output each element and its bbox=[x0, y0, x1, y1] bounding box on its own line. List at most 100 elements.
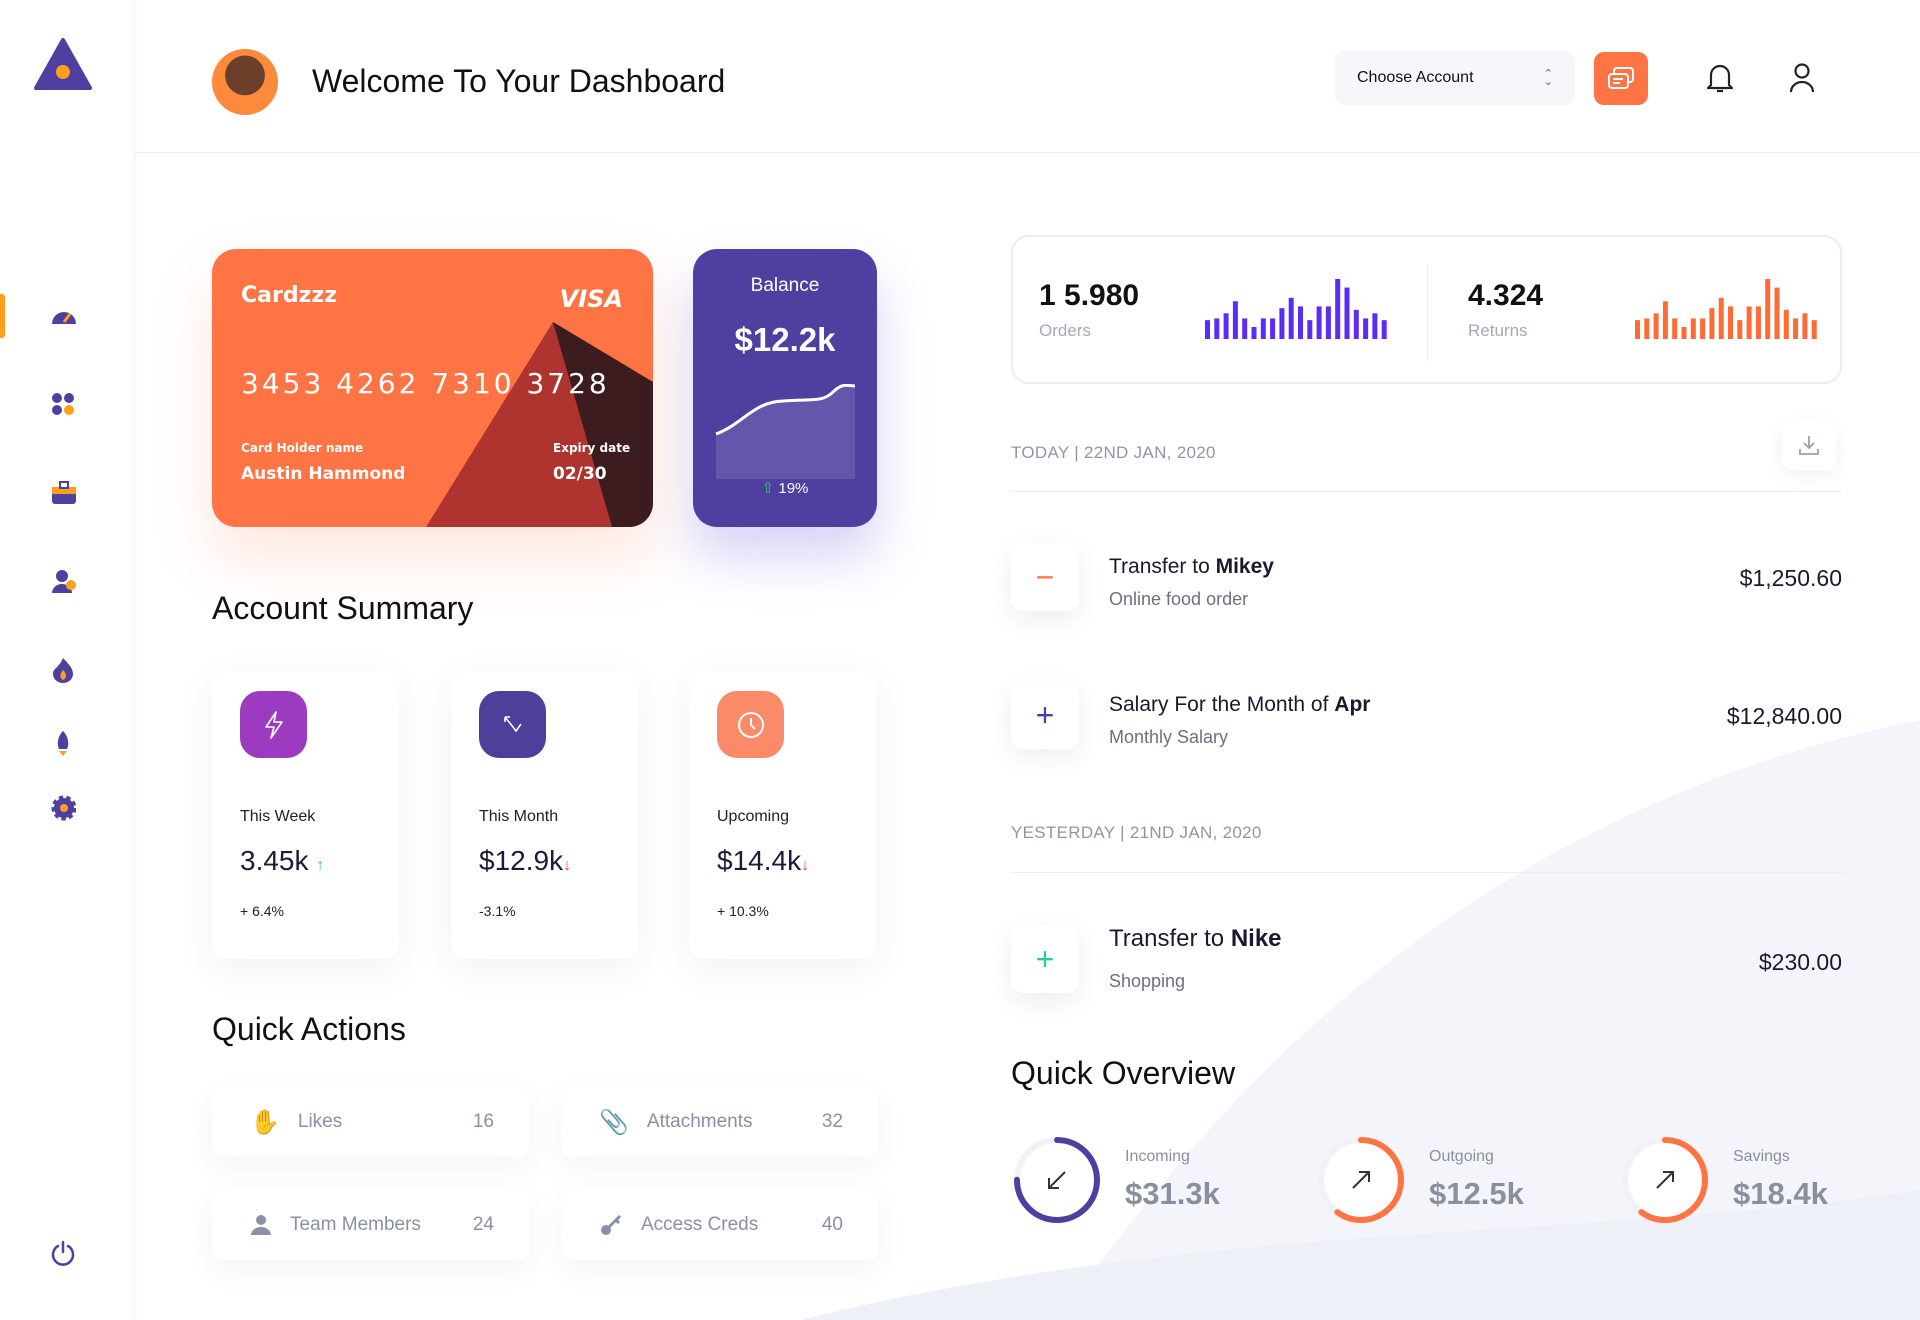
bar bbox=[1363, 318, 1369, 339]
quick-action-likes[interactable]: ✋ Likes 16 bbox=[212, 1087, 529, 1157]
summary-label: Upcoming bbox=[717, 808, 790, 825]
orders-label: Orders bbox=[1039, 321, 1091, 340]
trend-down-icon: ↓ bbox=[801, 857, 810, 874]
transaction-subtitle: Online food order bbox=[1109, 589, 1249, 609]
transaction-title: Transfer to Nike bbox=[1109, 925, 1282, 953]
avatar[interactable] bbox=[212, 49, 278, 115]
overview-label: Incoming bbox=[1125, 1148, 1190, 1165]
bar bbox=[1690, 318, 1696, 339]
bar bbox=[1335, 279, 1341, 339]
arrow-up-left-icon bbox=[479, 691, 546, 758]
balance-value: $12.2k bbox=[734, 321, 836, 358]
bar bbox=[1298, 306, 1303, 339]
summary-value-text: $12.9k bbox=[479, 845, 564, 876]
credit-card[interactable]: Cardzzz VISA 3453 4262 7310 3728 Card Ho… bbox=[212, 249, 653, 527]
fire-icon[interactable] bbox=[50, 657, 76, 683]
briefcase-icon[interactable] bbox=[50, 480, 76, 506]
quick-action-attachments[interactable]: 📎 Attachments 32 bbox=[561, 1087, 878, 1157]
quick-action-label: Attachments bbox=[646, 1111, 753, 1132]
summary-card-this-month[interactable]: This Month $12.9k↓ -3.1% bbox=[451, 671, 638, 959]
bell-icon[interactable] bbox=[1705, 62, 1735, 94]
balance-change: ⇧ 19% bbox=[693, 479, 877, 497]
bar bbox=[1205, 320, 1210, 339]
balance-card[interactable]: Balance $12.2k ⇧ 19% bbox=[693, 249, 877, 527]
quick-action-count: 40 bbox=[821, 1214, 843, 1235]
quick-action-label: Likes bbox=[297, 1111, 343, 1132]
summary-value-text: $14.4k bbox=[717, 845, 802, 876]
bar bbox=[1232, 301, 1238, 339]
arrow-up-icon: ⇧ bbox=[761, 480, 775, 497]
apps-icon[interactable] bbox=[50, 391, 76, 417]
transaction-title: Salary For the Month of Apr bbox=[1109, 693, 1370, 717]
bar bbox=[1662, 301, 1668, 339]
dashboard-icon[interactable] bbox=[50, 303, 76, 329]
trend-down-icon: ↓ bbox=[563, 857, 572, 874]
rocket-icon[interactable] bbox=[50, 730, 76, 756]
choose-account-value: Choose Account bbox=[1357, 69, 1474, 86]
chat-icon bbox=[1608, 66, 1634, 89]
card-brand: Cardzzz bbox=[241, 283, 338, 308]
logout-power-icon[interactable] bbox=[50, 1240, 76, 1266]
choose-account-select[interactable]: Choose Account ⌃ ⌄ bbox=[1335, 51, 1575, 105]
chat-button[interactable] bbox=[1594, 52, 1648, 105]
transaction-title-text: Transfer to bbox=[1109, 555, 1216, 578]
download-button[interactable] bbox=[1782, 420, 1836, 470]
bolt-icon bbox=[240, 691, 307, 758]
summary-card-upcoming[interactable]: Upcoming $14.4k↓ + 10.3% bbox=[689, 671, 876, 959]
summary-card-this-week[interactable]: This Week 3.45k ↑ + 6.4% bbox=[212, 671, 399, 959]
summary-change: + 10.3% bbox=[717, 903, 769, 919]
user-profile-icon[interactable] bbox=[1788, 62, 1816, 94]
transaction-amount: $12,840.00 bbox=[1726, 703, 1842, 729]
transaction-title: Transfer to Mikey bbox=[1109, 555, 1274, 579]
transaction-row[interactable]: + Salary For the Month of Apr Monthly Sa… bbox=[1011, 681, 1842, 751]
card-pattern bbox=[426, 322, 653, 527]
balance-change-value: 19% bbox=[778, 480, 809, 497]
bar bbox=[1260, 318, 1266, 339]
bar bbox=[1783, 309, 1789, 339]
bar bbox=[1709, 308, 1715, 339]
bar bbox=[1381, 320, 1387, 339]
sidebar bbox=[0, 0, 135, 1320]
incoming-progress-ring bbox=[1014, 1137, 1100, 1223]
bar bbox=[1802, 313, 1808, 339]
quick-action-label: Access Creds bbox=[641, 1214, 759, 1235]
orders-value: 1 5.980 bbox=[1039, 279, 1140, 312]
bar bbox=[1737, 320, 1743, 339]
orders-bar-chart bbox=[1205, 279, 1387, 339]
quick-action-label: Team Members bbox=[290, 1214, 421, 1235]
divider bbox=[1011, 872, 1847, 873]
returns-label: Returns bbox=[1468, 321, 1528, 340]
summary-change: + 6.4% bbox=[240, 903, 284, 919]
overview-incoming[interactable]: Incoming $31.3k bbox=[1011, 1130, 1291, 1230]
overview-label: Outgoing bbox=[1429, 1148, 1494, 1165]
quick-action-team-members[interactable]: Team Members 24 bbox=[212, 1190, 529, 1260]
plus-icon: + bbox=[1011, 925, 1079, 993]
bar bbox=[1644, 318, 1650, 339]
settings-icon[interactable] bbox=[50, 795, 76, 821]
card-holder-name: Austin Hammond bbox=[241, 464, 406, 484]
arrow-down-left-icon bbox=[1048, 1171, 1066, 1189]
orders-returns-panel: 1 5.980 Orders 4.324 Returns bbox=[1011, 235, 1842, 384]
active-indicator bbox=[0, 294, 5, 338]
yesterday-label: YESTERDAY | 21ND JAN, 2020 bbox=[1011, 823, 1262, 842]
transaction-title-text: Transfer to bbox=[1109, 925, 1231, 952]
quick-action-access-creds[interactable]: Access Creds 40 bbox=[561, 1190, 878, 1260]
today-label: TODAY | 22ND JAN, 2020 bbox=[1011, 443, 1216, 462]
balance-sparkline bbox=[715, 384, 856, 479]
bar bbox=[1635, 320, 1640, 339]
transaction-title-bold: Apr bbox=[1334, 693, 1371, 716]
bar bbox=[1279, 308, 1285, 339]
transaction-row[interactable]: + Transfer to Nike Shopping $230.00 bbox=[1011, 925, 1842, 995]
users-icon[interactable] bbox=[50, 569, 76, 595]
bar bbox=[1793, 318, 1799, 339]
transaction-row[interactable]: − Transfer to Mikey Online food order $1… bbox=[1011, 543, 1842, 613]
bar bbox=[1353, 309, 1359, 339]
returns-bar-chart bbox=[1635, 279, 1817, 339]
transaction-title-text: Salary For the Month of bbox=[1109, 693, 1335, 716]
overview-outgoing[interactable]: Outgoing $12.5k bbox=[1315, 1130, 1595, 1230]
bar bbox=[1681, 327, 1687, 339]
overview-savings[interactable]: Savings $18.4k bbox=[1619, 1130, 1899, 1230]
paperclip-icon: 📎 bbox=[599, 1108, 629, 1136]
bar bbox=[1325, 306, 1331, 339]
summary-value-text: 3.45k bbox=[240, 845, 309, 876]
